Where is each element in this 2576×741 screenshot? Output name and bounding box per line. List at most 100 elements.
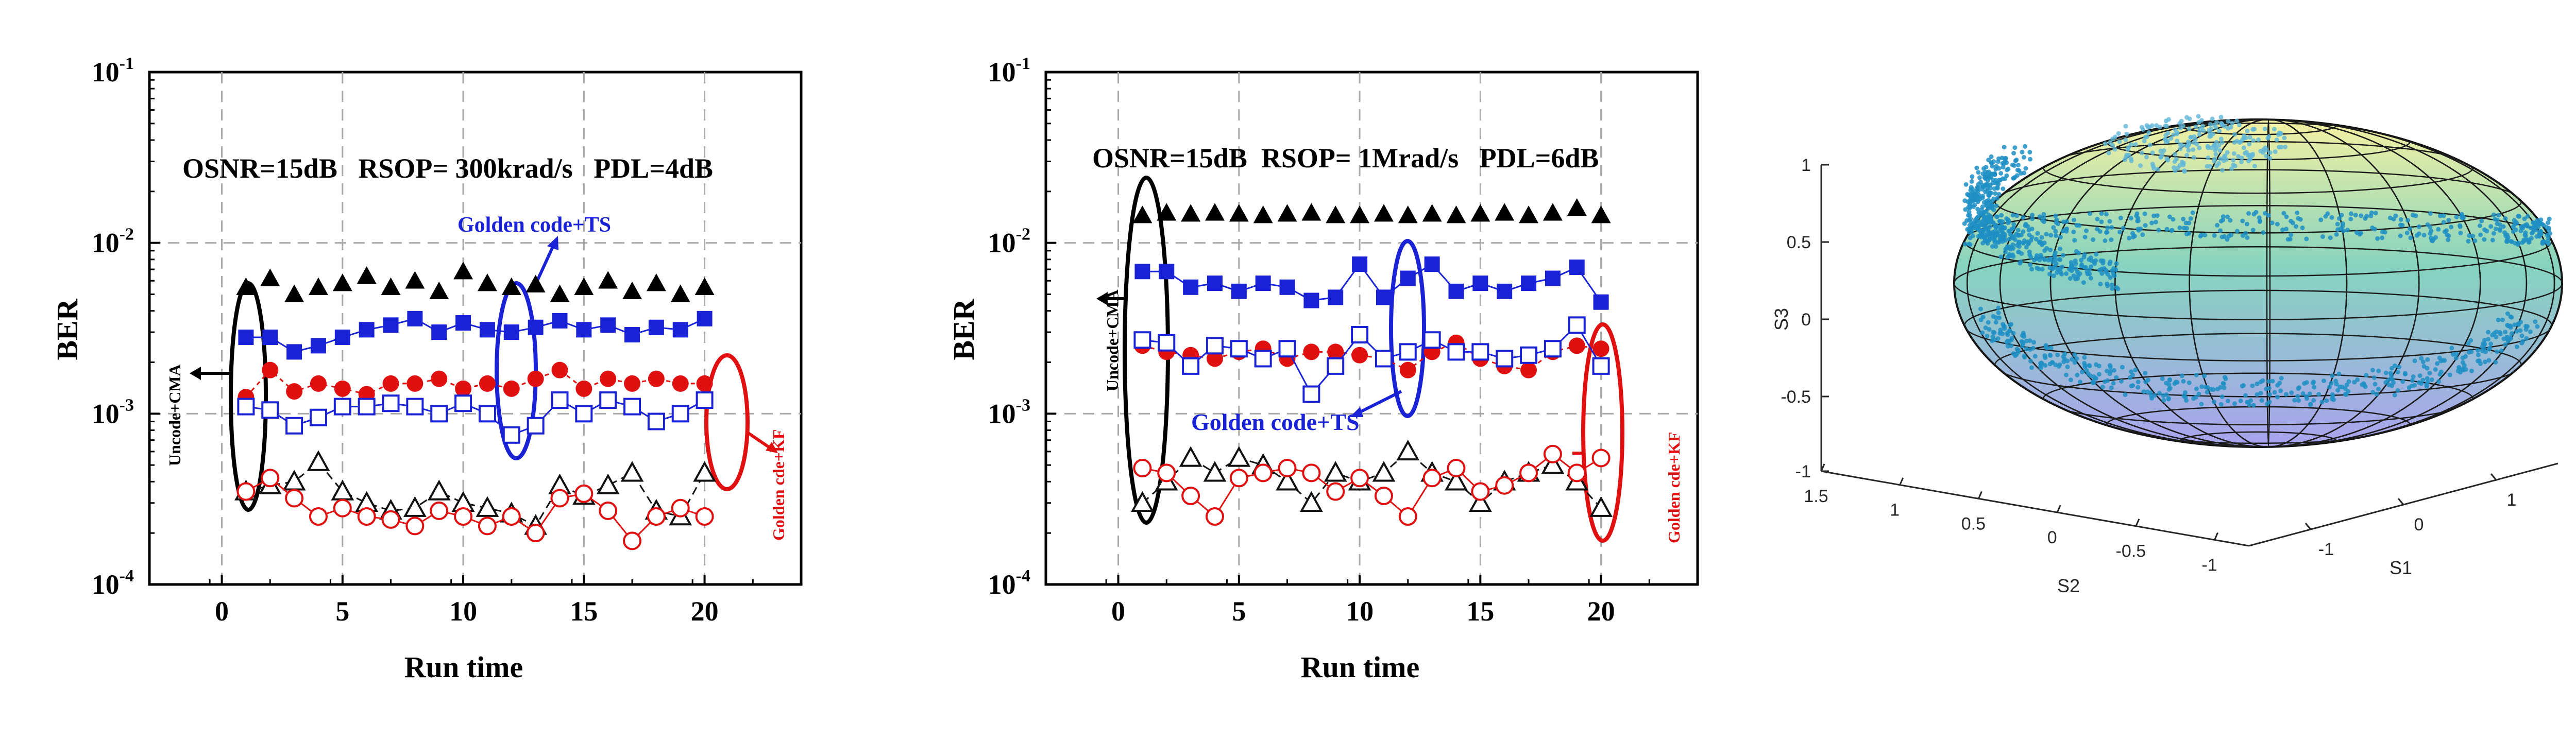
polarization-point [2202, 373, 2207, 378]
polarization-point [2277, 381, 2282, 386]
polarization-point [2525, 324, 2530, 329]
polarization-point [2173, 152, 2178, 157]
data-point-triangle-filled [453, 262, 473, 280]
polarization-point [2470, 234, 2476, 238]
polarization-point [2395, 370, 2400, 375]
polarization-point [2088, 211, 2093, 216]
polarization-point [2324, 398, 2329, 403]
data-point-square-filled [359, 322, 375, 338]
data-point-square-open [1230, 340, 1248, 358]
polarization-point [2245, 235, 2250, 240]
data-point-triangle-filled [598, 271, 618, 289]
polarization-point [2467, 233, 2472, 238]
polarization-point [2545, 233, 2550, 237]
data-point-triangle-open [596, 473, 620, 494]
data-point-square-open [1496, 350, 1514, 368]
polarization-point [2497, 330, 2502, 335]
polarization-point [2518, 228, 2523, 233]
polarization-point [2546, 241, 2551, 246]
s1-tick-mark [2304, 523, 2312, 530]
polarization-point [2501, 336, 2506, 341]
polarization-point [2058, 257, 2063, 262]
polarization-point [2421, 233, 2427, 238]
data-point-triangle-open [1396, 439, 1420, 461]
golden-kf-ellipse [704, 353, 750, 491]
polarization-point [2001, 186, 2006, 192]
polarization-point [2019, 171, 2024, 176]
polarization-point [2340, 223, 2345, 229]
polarization-point [2215, 222, 2220, 228]
polarization-point [2140, 232, 2145, 237]
polarization-point [2493, 217, 2498, 222]
polarization-point [2103, 238, 2108, 243]
data-point-circle-open [647, 507, 666, 526]
polarization-point [2458, 223, 2462, 228]
data-point-triangle-open [476, 496, 499, 517]
polarization-point [2129, 142, 2133, 147]
polarization-point [1995, 196, 1999, 201]
polarization-point [2487, 346, 2493, 351]
polarization-point [2242, 145, 2247, 150]
golden-kf-ellipse [1581, 322, 1624, 543]
polarization-point [2044, 246, 2049, 251]
data-point-circle-open [1229, 469, 1248, 488]
polarization-point [2451, 352, 2456, 357]
polarization-point [2460, 360, 2465, 365]
polarization-point [2547, 216, 2552, 221]
polarization-point [2266, 379, 2272, 384]
data-point-circle-open [695, 507, 714, 526]
data-point-square-open [1399, 343, 1417, 361]
polarization-point [2171, 132, 2176, 137]
polarization-point [2438, 213, 2443, 218]
data-point-square-open [502, 426, 520, 444]
polarization-point [2139, 150, 2144, 156]
polarization-point [2495, 349, 2500, 354]
polarization-point [2449, 346, 2454, 351]
data-point-square-filled [1231, 283, 1247, 299]
polarization-point [2258, 380, 2263, 385]
polarization-point [2029, 267, 2034, 272]
data-point-square-filled [1207, 275, 1223, 291]
data-point-square-open [406, 398, 424, 416]
s2-axis-line [1821, 470, 2249, 547]
polarization-point [2002, 236, 2007, 241]
s2-tick-label: -1 [2201, 555, 2217, 575]
polarization-point [2023, 166, 2028, 171]
polarization-point [2415, 233, 2419, 238]
data-point-circle-open [1422, 469, 1442, 488]
data-point-square-open [1158, 334, 1176, 352]
polarization-point [2040, 242, 2045, 247]
polarization-point [2001, 165, 2006, 170]
data-point-circle-open [671, 498, 690, 518]
polarization-point [2015, 350, 2021, 355]
polarization-point [2294, 224, 2298, 229]
polarization-point [2050, 265, 2056, 270]
plot-frame-left [148, 71, 803, 586]
polarization-point [1986, 206, 1991, 211]
polarization-point [1970, 233, 1975, 238]
s2-tick-mark [1978, 491, 1982, 499]
polarization-point [2363, 216, 2368, 221]
longitude-line [2049, 119, 2481, 447]
data-point-triangle-open [1541, 453, 1565, 474]
polarization-point [2199, 402, 2204, 407]
polarization-point [2335, 221, 2340, 227]
polarization-point [2253, 210, 2259, 215]
polarization-point [1977, 228, 1982, 233]
polarization-point [2295, 210, 2300, 215]
data-point-square-filled [1328, 289, 1344, 305]
polarization-point [1988, 236, 1993, 242]
polarization-point [2506, 339, 2511, 344]
polarization-point [2016, 240, 2021, 245]
polarization-point [2183, 220, 2189, 226]
polarization-point [2123, 137, 2128, 142]
polarization-point [2238, 140, 2243, 145]
data-point-triangle-filled [646, 273, 666, 291]
polarization-point [2109, 237, 2114, 242]
polarization-point [2211, 131, 2215, 136]
data-point-triangle-open [1276, 470, 1299, 491]
s1-axis-label: S1 [2389, 557, 2412, 578]
polarization-point [2199, 118, 2204, 123]
polarization-point [2503, 216, 2508, 221]
polarization-point [2014, 173, 2020, 178]
